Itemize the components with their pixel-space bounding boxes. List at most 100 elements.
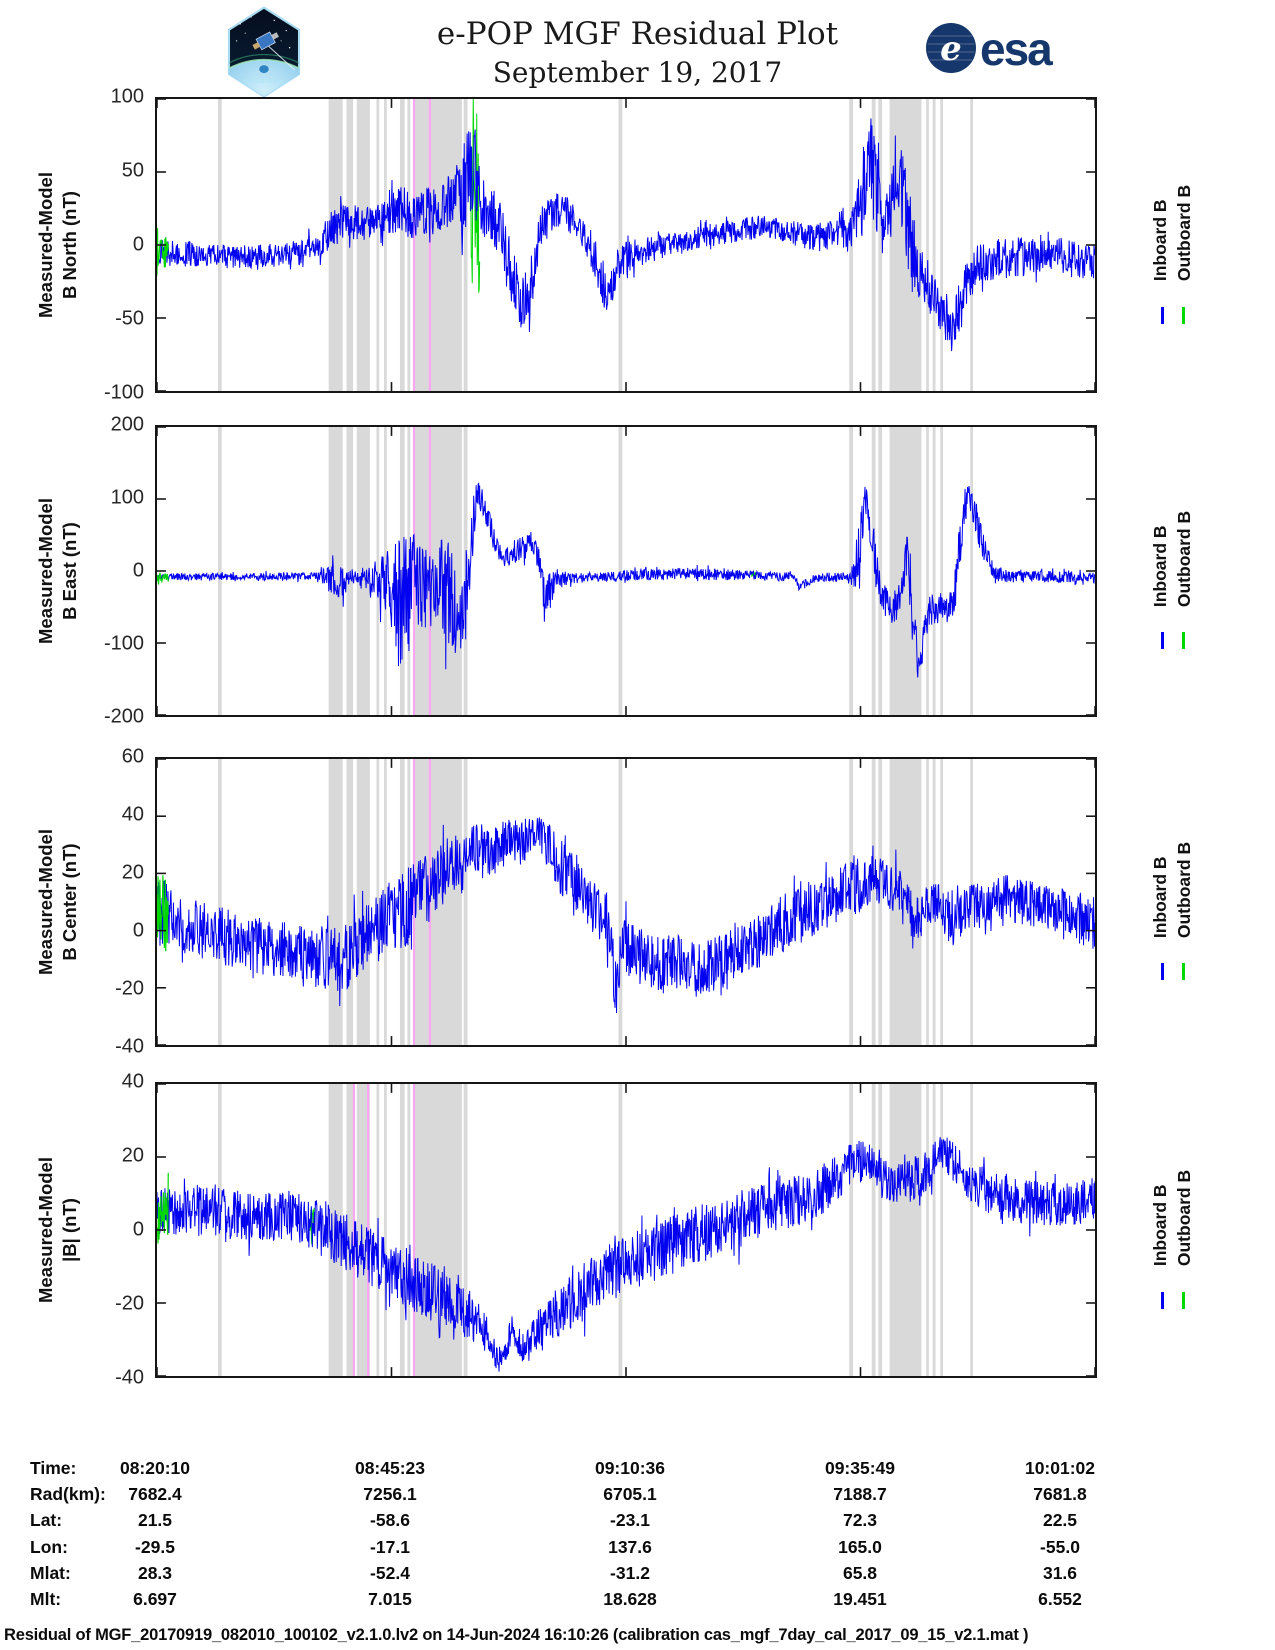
table-value: 7256.1 — [363, 1484, 417, 1505]
table-row: Time: 08:20:10 08:45:23 09:10:36 09:35:49 10:… — [0, 1458, 1275, 1484]
esa-globe-letter: e — [940, 29, 962, 69]
page-title: e-POP MGF Residual Plot September 19, 20… — [0, 16, 1275, 89]
legend-inboard-marker — [1161, 962, 1164, 980]
legend-b-magnitude: Inboard B Outboard B — [1148, 1082, 1228, 1378]
plot-area-b-east — [155, 425, 1097, 717]
table-value: 6.552 — [1038, 1589, 1082, 1609]
table-value: 28.3 — [137, 1562, 173, 1583]
y-tick-label: 100 — [110, 85, 144, 108]
panel-b-north: Measured-Model B North (nT) 100 50 0 -50 -10… — [0, 86, 1275, 404]
y-tick-labels: 200 100 0 -100 -200 — [48, 414, 148, 728]
legend-outboard-marker — [1182, 307, 1185, 325]
legend-labels: Inboard B Outboard B — [1150, 842, 1195, 938]
table-row: Mlat: 28.3 -52.4 -31.2 65.8 31.6 — [0, 1563, 1275, 1589]
panel-b-east: Measured-Model B East (nT) 200 100 0 -100 -2… — [0, 414, 1275, 728]
y-tick-label: -20 — [115, 1292, 144, 1315]
plot-svg-b-center — [157, 759, 1095, 1045]
footer-caption: Residual of MGF_20170919_082010_100102_v… — [4, 1626, 1029, 1644]
title-line-2: September 19, 2017 — [492, 56, 783, 89]
legend-labels: Inboard B Outboard B — [1150, 1170, 1195, 1266]
table-row-label: Mlat: — [30, 1562, 71, 1583]
legend-outboard-marker — [1182, 962, 1185, 980]
patch-label: CASSIOPE — [244, 79, 284, 85]
table-value: 137.6 — [608, 1536, 652, 1557]
legend-b-east: Inboard B Outboard B — [1148, 425, 1228, 717]
table-value: -31.2 — [610, 1562, 650, 1583]
plot-svg-b-east — [157, 427, 1095, 715]
legend-inboard-label: Inboard B — [1150, 525, 1170, 608]
legend-b-north: Inboard B Outboard B — [1148, 97, 1228, 393]
y-tick-label: -50 — [115, 307, 144, 330]
legend-inboard-marker — [1161, 307, 1164, 325]
legend-outboard-label: Outboard B — [1174, 185, 1194, 282]
table-value: 6705.1 — [603, 1484, 657, 1505]
table-value: 10:01:02 — [1024, 1458, 1096, 1478]
esa-logo-icon: e esa — [926, 23, 1055, 75]
table-value: 18.628 — [603, 1589, 657, 1609]
plot-area-b-north — [155, 97, 1097, 393]
table-value: 7682.4 — [128, 1484, 182, 1505]
esa-logo: e esa — [924, 20, 1084, 76]
table-value: -23.1 — [610, 1510, 650, 1531]
table-row-label: Rad(km): — [30, 1484, 106, 1505]
table-value: 09:10:36 — [594, 1458, 666, 1478]
cassiope-patch-icon: CASSIOPE — [227, 6, 301, 98]
table-value: 7681.8 — [1033, 1484, 1087, 1505]
table-value: 31.6 — [1042, 1562, 1078, 1583]
table-value: 7.015 — [368, 1589, 412, 1609]
legend-inboard-label: Inboard B — [1150, 199, 1170, 282]
y-tick-label: -40 — [115, 1035, 144, 1058]
table-value: 6.697 — [133, 1589, 177, 1609]
y-tick-label: -40 — [115, 1366, 144, 1389]
esa-wordmark: esa — [980, 23, 1053, 75]
table-row: Lon: -29.5 -17.1 137.6 165.0 -55.0 — [0, 1537, 1275, 1563]
panel-b-center: Measured-Model B Center (nT) 60 40 20 0 -20-… — [0, 746, 1275, 1058]
table-row-label: Lat: — [30, 1510, 63, 1531]
plot-svg-b-north — [157, 99, 1095, 391]
y-tick-label: -100 — [103, 632, 144, 655]
legend-b-center: Inboard B Outboard B — [1148, 757, 1228, 1047]
table-row-label: Lon: — [30, 1536, 68, 1557]
y-tick-label: 200 — [110, 413, 144, 436]
table-value: -17.1 — [370, 1536, 410, 1557]
y-tick-labels: 100 50 0 -50 -100 — [48, 86, 148, 404]
table-value: 7188.7 — [833, 1484, 887, 1505]
legend-outboard-marker — [1182, 632, 1185, 650]
table-value: 72.3 — [842, 1510, 878, 1531]
y-tick-label: 50 — [121, 159, 144, 182]
table-value: 22.5 — [1042, 1510, 1078, 1531]
table-value: -55.0 — [1040, 1536, 1080, 1557]
y-tick-label: 0 — [132, 559, 144, 582]
plot-area-b-magnitude — [155, 1082, 1097, 1378]
y-tick-label: -20 — [115, 977, 144, 1000]
legend-inboard-label: Inboard B — [1150, 856, 1170, 939]
ephemeris-table: Time: 08:20:10 08:45:23 09:10:36 09:35:49 10:… — [0, 1458, 1275, 1616]
y-tick-label: -200 — [103, 705, 144, 728]
legend-inboard-marker — [1161, 1292, 1164, 1310]
table-row: Lat: 21.5 -58.6 -23.1 72.3 22.5 — [0, 1510, 1275, 1536]
y-tick-label: 20 — [121, 861, 144, 884]
panel-b-magnitude: Measured-Model |B| (nT) 40 20 0 -20 -40 Inbo… — [0, 1071, 1275, 1389]
table-value: 165.0 — [838, 1536, 882, 1557]
legend-outboard-label: Outboard B — [1174, 511, 1194, 608]
legend-labels: Inboard B Outboard B — [1150, 511, 1195, 607]
title-line-1: e-POP MGF Residual Plot — [436, 16, 839, 52]
y-tick-label: 0 — [132, 919, 144, 942]
table-value: -29.5 — [135, 1536, 175, 1557]
table-value: -52.4 — [370, 1562, 410, 1583]
legend-outboard-label: Outboard B — [1174, 842, 1194, 939]
table-value: 19.451 — [833, 1589, 887, 1609]
cassiope-mission-patch: CASSIOPE — [216, 5, 312, 99]
y-tick-label: 100 — [110, 486, 144, 509]
legend-labels: Inboard B Outboard B — [1150, 185, 1195, 281]
y-tick-label: 0 — [132, 233, 144, 256]
legend-inboard-label: Inboard B — [1150, 1184, 1170, 1267]
table-value: 08:45:23 — [354, 1458, 426, 1478]
plot-svg-b-magnitude — [157, 1084, 1095, 1376]
legend-outboard-label: Outboard B — [1174, 1170, 1194, 1267]
legend-inboard-marker — [1161, 632, 1164, 650]
plot-area-b-center — [155, 757, 1097, 1047]
y-tick-label: -100 — [103, 381, 144, 404]
y-tick-label: 0 — [132, 1218, 144, 1241]
